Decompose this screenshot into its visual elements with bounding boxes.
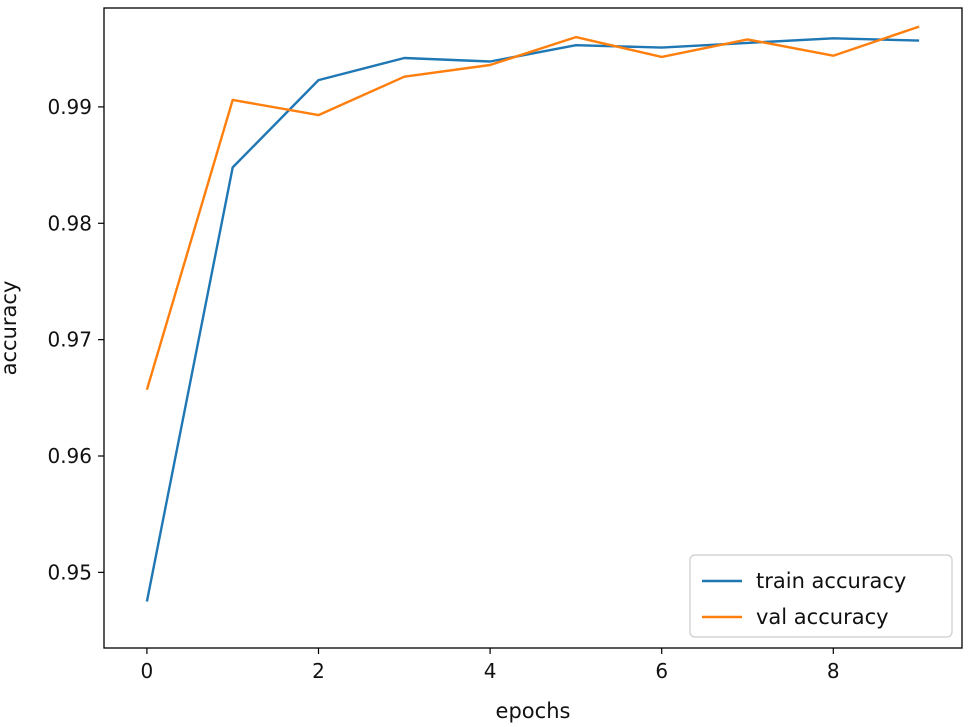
x-tick-label: 0 [141,659,154,683]
y-tick-label: 0.96 [47,444,92,468]
y-axis-ticks: 0.95 0.96 0.97 0.98 0.99 [47,95,104,584]
series-line-1 [145,25,920,391]
x-axis-ticks: 0 2 4 6 8 [141,648,840,683]
x-axis-label: epochs [496,699,571,723]
x-tick-label: 6 [655,659,668,683]
legend-box [689,554,953,638]
y-axis-label: accuracy [0,281,21,376]
legend-label-1: val accuracy [756,605,889,629]
y-tick-label: 0.99 [47,95,92,119]
legend-label-0: train accuracy [756,569,906,593]
series-lines [145,25,920,602]
y-tick-label: 0.98 [47,211,92,235]
legend: train accuracy val accuracy [689,554,953,638]
series-line-0 [145,37,920,602]
plot-frame [103,7,963,649]
y-tick-label: 0.97 [47,328,92,352]
x-tick-label: 8 [827,659,840,683]
x-tick-label: 2 [312,659,325,683]
x-tick-label: 4 [484,659,497,683]
y-tick-label: 0.95 [47,560,92,584]
